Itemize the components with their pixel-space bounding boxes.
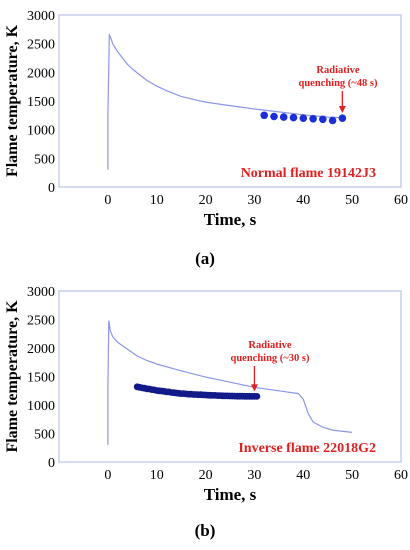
panel-a-plot-frame bbox=[58, 14, 402, 188]
panel-b-x-tick-label: 20 bbox=[199, 468, 213, 483]
panel-a-x-tick-label: 50 bbox=[345, 193, 359, 208]
panel-a-data-point bbox=[279, 113, 288, 121]
panel-a-flame-label: Normal flame 19142J3 bbox=[241, 166, 376, 181]
panel-a-annotation-arrowhead bbox=[338, 106, 346, 114]
panel-a-annotation-text: Radiative bbox=[316, 65, 360, 76]
panel-a-x-axis-title: Time, s bbox=[204, 210, 257, 229]
panel-a-data-point bbox=[328, 116, 337, 125]
panel-a-data-point bbox=[289, 113, 298, 122]
panel-b-caption: (b) bbox=[194, 521, 216, 540]
panel-b-temperature-line bbox=[107, 320, 353, 445]
panel-a-data-point bbox=[309, 115, 317, 123]
panel-a-y-tick-label: 0 bbox=[48, 181, 55, 196]
panel-b-x-tick-label: 60 bbox=[394, 468, 408, 483]
panel-b-plot-frame bbox=[58, 290, 402, 463]
panel-b-x-tick-label: 50 bbox=[345, 468, 359, 483]
panel-b-y-tick-label: 2000 bbox=[27, 342, 55, 357]
panel-a-temperature-line bbox=[107, 32, 343, 170]
panel-a-data-point bbox=[270, 112, 278, 121]
panel-a-data-point bbox=[260, 111, 269, 120]
panel-a-data-point bbox=[319, 115, 327, 124]
panel-b-y-axis-title: Flame temperature, K bbox=[4, 300, 21, 453]
panel-a-x-tick-label: 30 bbox=[247, 193, 261, 208]
panel-a-y-tick-label: 3000 bbox=[27, 9, 55, 24]
panel-a-data-point bbox=[338, 114, 347, 122]
panel-a-x-tick-label: 60 bbox=[394, 193, 408, 208]
panel-a-y-tick-label: 500 bbox=[34, 152, 55, 167]
panel-a-y-tick-label: 1000 bbox=[27, 124, 55, 139]
panel-b-x-tick-label: 10 bbox=[150, 468, 164, 483]
panel-b-y-tick-label: 2500 bbox=[27, 314, 55, 329]
panel-a-caption: (a) bbox=[195, 249, 215, 268]
panel-b-annotation-text: Radiative bbox=[248, 340, 292, 351]
panel-a-annotation-text: quenching (~48 s) bbox=[299, 78, 378, 89]
panel-a-y-tick-label: 2000 bbox=[27, 66, 55, 81]
panel-a-y-axis-title: Flame temperature, K bbox=[4, 24, 21, 177]
panel-b-x-tick-label: 40 bbox=[296, 468, 310, 483]
panel-a-chart: 0 500 1000 1500 2000 2500 3000 0 10 20 30 40 50 60 Tim… bbox=[4, 9, 408, 229]
panel-b-x-tick-label: 30 bbox=[247, 468, 261, 483]
panel-b-y-tick-label: 500 bbox=[34, 428, 55, 443]
panel-b-annotation-text: quenching (~30 s) bbox=[231, 353, 310, 364]
panel-b-x-axis-title: Time, s bbox=[204, 485, 257, 504]
panel-b-flame-label: Inverse flame 22018G2 bbox=[238, 441, 376, 456]
panel-a-y-tick-label: 1500 bbox=[27, 95, 55, 110]
panel-b-x-tick-label: 0 bbox=[104, 468, 111, 483]
panel-b-y-tick-label: 3000 bbox=[27, 285, 55, 300]
panel-a-y-tick-label: 2500 bbox=[27, 38, 55, 53]
panel-a-x-tick-label: 10 bbox=[150, 193, 164, 208]
panel-a-x-tick-label: 20 bbox=[199, 193, 213, 208]
panel-b-annotation-arrowhead bbox=[250, 384, 258, 392]
panel-a-x-tick-label: 0 bbox=[104, 193, 111, 208]
panel-b-data-point bbox=[253, 393, 261, 400]
panel-b-y-tick-label: 0 bbox=[48, 456, 55, 471]
panel-a-x-tick-label: 40 bbox=[296, 193, 310, 208]
panel-b-chart: 0 500 1000 1500 2000 2500 3000 0 10 20 30 40 50 60 Tim… bbox=[4, 285, 408, 504]
panel-b-y-tick-label: 1500 bbox=[27, 371, 55, 386]
panel-a-data-point bbox=[299, 114, 308, 122]
panel-b-y-tick-label: 1000 bbox=[27, 399, 55, 414]
